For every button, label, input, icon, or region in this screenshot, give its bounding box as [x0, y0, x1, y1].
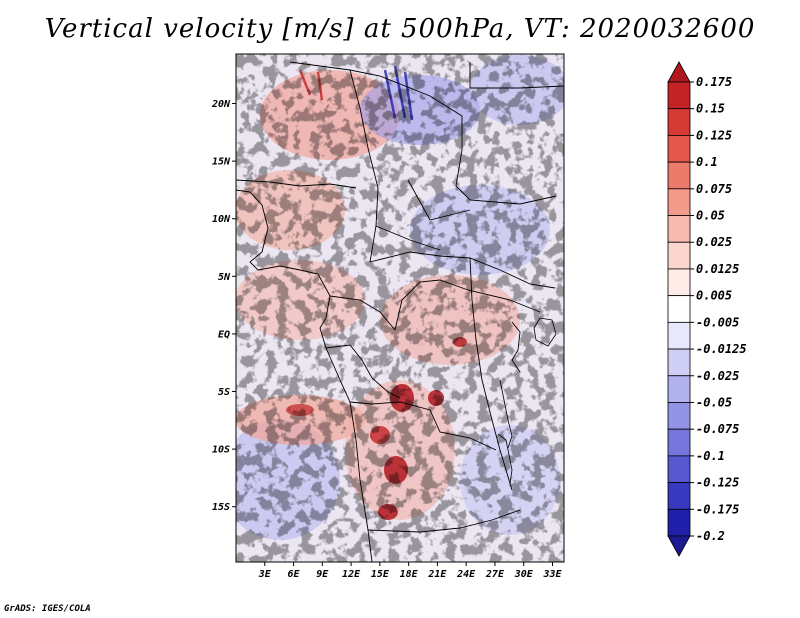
colorbar-label: 0.05 [696, 209, 725, 223]
colorbar-swatch [667, 402, 691, 430]
colorbar-label: 0.025 [696, 235, 732, 249]
lon-tick-label: 24E [456, 569, 476, 580]
colorbar-swatch [667, 215, 691, 243]
lon-tick-label: 3E [258, 569, 272, 580]
coastline-and-borders [236, 61, 564, 562]
colorbar-label: 0.175 [696, 75, 732, 89]
colorbar-max-arrow [667, 61, 691, 83]
lat-tick-label: 20N [211, 99, 231, 110]
velocity-field [236, 54, 564, 562]
longitude-axis: 3E 6E 9E 12E 15E 18E 21E 24E 27E 30E 33E [258, 562, 563, 580]
colorbar-swatch [667, 428, 691, 457]
lon-tick-label: 18E [400, 569, 419, 580]
colorbar-swatch [667, 348, 691, 377]
colorbar-swatch [667, 108, 691, 136]
colorbar-label: -0.005 [696, 315, 739, 329]
colorbar-label: 0.15 [696, 102, 725, 116]
lat-tick-label: 10S [212, 445, 230, 456]
colorbar-swatch [667, 295, 691, 323]
colorbar-label: -0.05 [696, 395, 732, 409]
colorbar-swatch [667, 81, 691, 110]
credit-label: GrADS: IGES/COLA [4, 604, 91, 614]
lakes [497, 317, 557, 485]
colorbar-label: -0.0125 [696, 342, 747, 356]
lon-tick-label: 12E [342, 569, 361, 580]
lon-tick-label: 33E [542, 569, 562, 580]
colorbar-min-arrow [667, 535, 691, 557]
colorbar-label: 0.125 [696, 128, 732, 142]
lon-tick-label: 6E [288, 569, 301, 580]
colorbar-swatch [667, 375, 691, 403]
plot-frame [235, 53, 565, 563]
latitude-axis: 20N 15N 10N 5N EQ 5S 10S 15S [211, 99, 236, 513]
map-title: Vertical velocity [m/s] at 500hPa, VT: 2… [44, 14, 756, 44]
lon-tick-label: 30E [514, 569, 534, 580]
colorbar-swatch [667, 268, 691, 297]
colorbar-swatch [667, 455, 691, 483]
lat-tick-label: 5N [218, 272, 231, 283]
lon-tick-label: 21E [427, 569, 447, 580]
colorbar-swatch [667, 321, 691, 350]
colorbar-label: -0.125 [696, 476, 739, 490]
colorbar-label: -0.175 [696, 502, 739, 516]
colorbar: 0.175 0.15 0.125 0.1 0.075 0.05 0.025 0.0125 0.0… [667, 61, 747, 557]
lon-tick-label: 27E [485, 569, 505, 580]
colorbar-label: 0.005 [696, 289, 732, 303]
colorbar-swatch [667, 482, 691, 510]
colorbar-label: -0.2 [696, 529, 725, 543]
lon-tick-label: 15E [371, 569, 390, 580]
colorbar-swatch [667, 135, 691, 163]
lat-tick-label: 15S [212, 502, 230, 513]
colorbar-label: -0.075 [696, 422, 739, 436]
colorbar-swatch [667, 161, 691, 190]
lon-tick-label: 9E [316, 569, 329, 580]
lat-tick-label: 5S [218, 387, 230, 398]
colorbar-label: -0.025 [696, 369, 739, 383]
colorbar-swatch [667, 508, 691, 537]
lat-tick-label: EQ [218, 329, 230, 340]
colorbar-label: 0.075 [696, 182, 732, 196]
lat-tick-label: 10N [212, 214, 231, 225]
colorbar-label: 0.1 [696, 155, 718, 169]
colorbar-label: -0.1 [696, 449, 725, 463]
colorbar-label: 0.0125 [696, 262, 739, 276]
colorbar-swatch [667, 188, 691, 216]
colorbar-swatch [667, 241, 691, 270]
lat-tick-label: 15N [212, 157, 231, 168]
